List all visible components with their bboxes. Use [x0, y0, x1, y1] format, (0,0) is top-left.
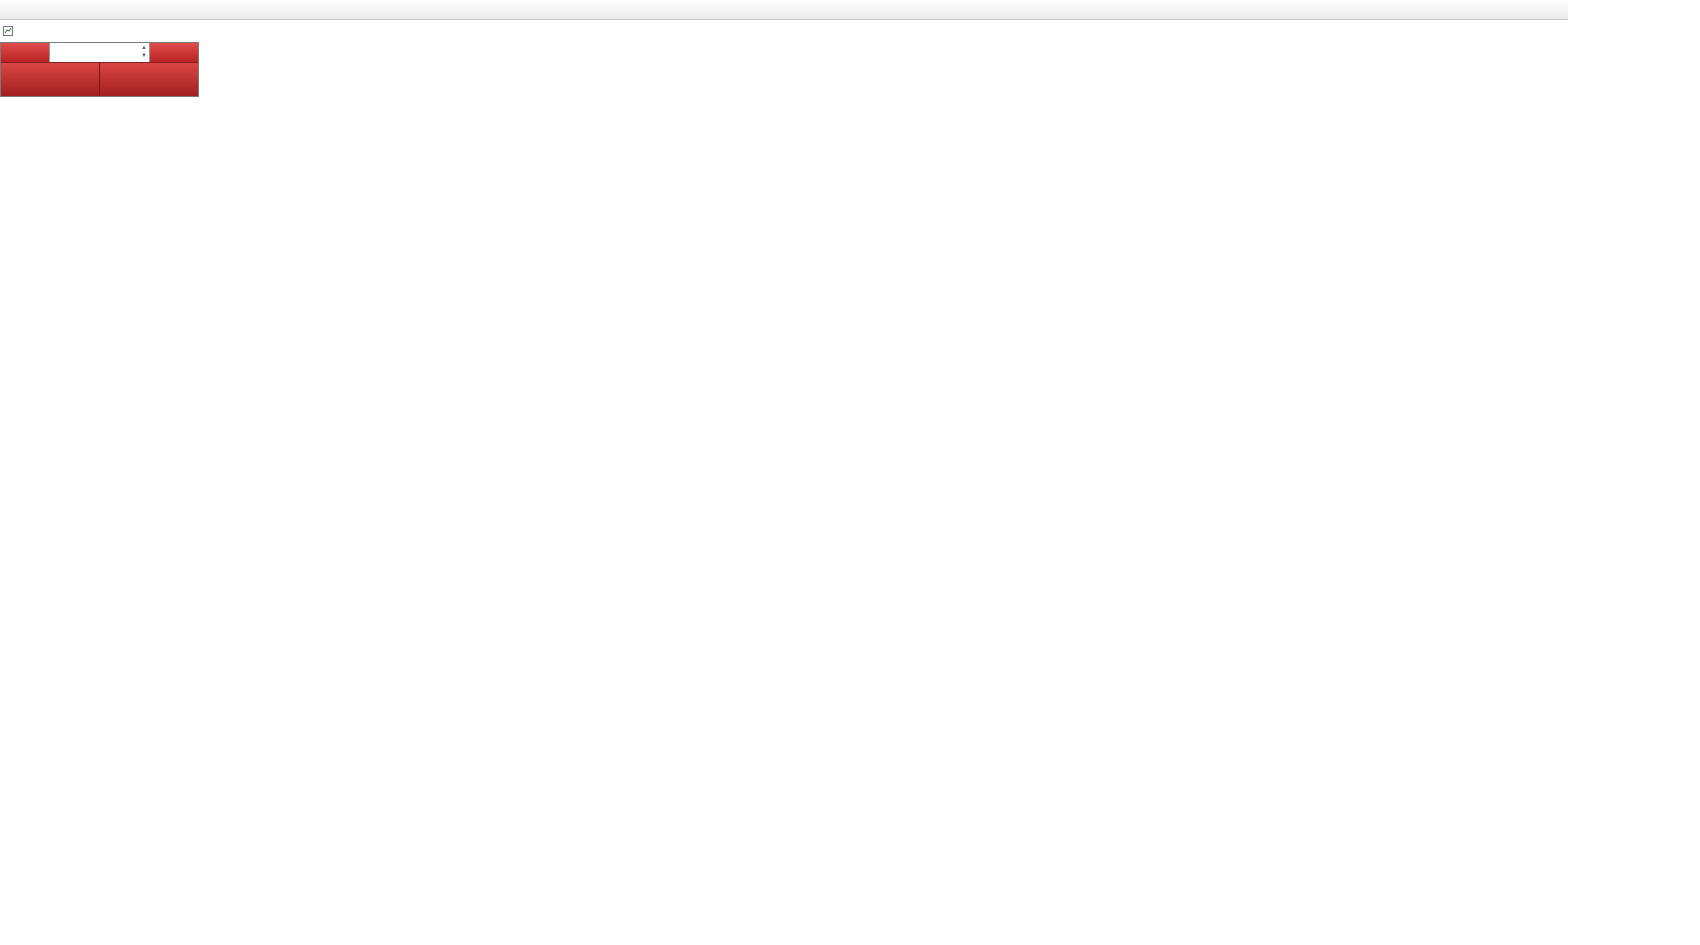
volume-input[interactable]: ▲ ▼ [49, 43, 150, 62]
chart-symbol-info [3, 26, 17, 39]
volume-increase-icon[interactable]: ▲ [141, 45, 147, 51]
one-click-trading-panel: ▲ ▼ [0, 42, 199, 97]
chart-window-icon [3, 26, 13, 39]
macd-indicator-label [3, 540, 11, 551]
toolbar [0, 0, 1568, 20]
rsi-indicator-label [3, 696, 7, 707]
volume-decrease-icon[interactable]: ▼ [141, 53, 147, 59]
sell-button[interactable] [1, 43, 49, 62]
sell-price[interactable] [1, 63, 100, 96]
buy-button[interactable] [150, 43, 198, 62]
volume-stepper: ▲ ▼ [141, 44, 147, 60]
buy-price[interactable] [100, 63, 198, 96]
